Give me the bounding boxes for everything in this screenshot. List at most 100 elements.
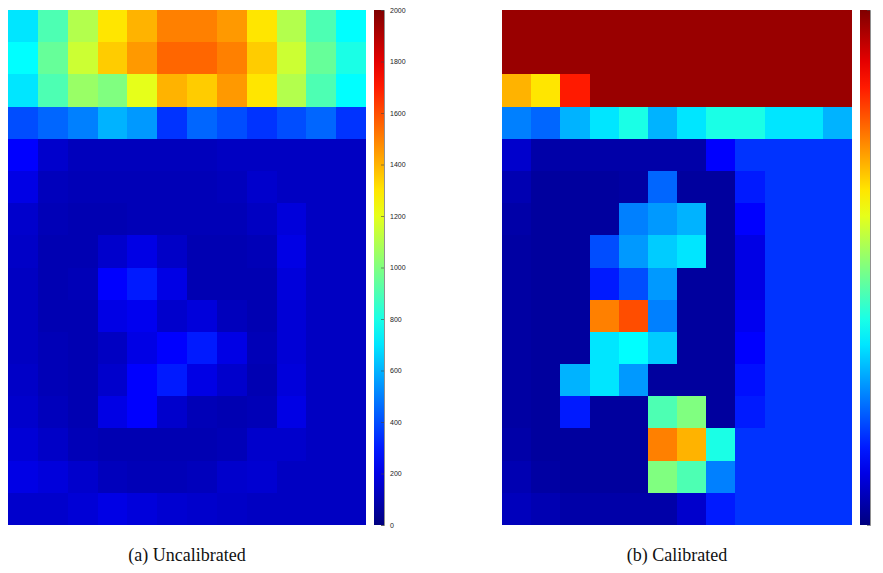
cell	[247, 107, 277, 140]
cell	[706, 428, 736, 461]
cell	[706, 107, 736, 140]
cell	[277, 171, 307, 204]
cell	[590, 428, 620, 461]
colorbar-axis-line	[381, 11, 385, 526]
tick-mark	[381, 319, 384, 320]
cell	[247, 235, 277, 268]
cell	[706, 300, 736, 333]
cell	[823, 493, 852, 525]
cell	[8, 107, 38, 140]
cell	[8, 396, 38, 429]
cell	[560, 74, 590, 107]
cell	[619, 42, 649, 75]
tick-label: 1400	[390, 161, 406, 168]
cell	[765, 171, 795, 204]
cell	[502, 107, 532, 140]
cell	[619, 203, 649, 236]
cell	[619, 364, 649, 397]
cell	[590, 300, 620, 333]
cell	[98, 42, 128, 75]
cell	[735, 10, 765, 43]
cell	[336, 493, 366, 525]
cell	[336, 461, 366, 494]
tick: 2000	[381, 7, 406, 14]
cell	[68, 493, 98, 525]
cell	[648, 139, 678, 172]
tick-label: 1200	[390, 213, 406, 220]
cell	[590, 268, 620, 301]
cell	[590, 10, 620, 43]
cell	[648, 428, 678, 461]
cell	[157, 203, 187, 236]
cell	[98, 461, 128, 494]
cell	[8, 74, 38, 107]
cell	[677, 203, 707, 236]
cell	[677, 74, 707, 107]
cell	[187, 364, 217, 397]
cell	[38, 332, 68, 365]
cell	[306, 396, 336, 429]
cell	[98, 10, 128, 43]
cell	[823, 268, 852, 301]
cell	[277, 203, 307, 236]
cell	[560, 171, 590, 204]
cell	[765, 139, 795, 172]
cell	[531, 203, 561, 236]
cell	[735, 268, 765, 301]
cell	[157, 461, 187, 494]
cell	[590, 493, 620, 525]
cell	[502, 364, 532, 397]
cell	[619, 461, 649, 494]
cell	[336, 42, 366, 75]
cell	[8, 493, 38, 525]
cell	[531, 300, 561, 333]
cell	[187, 396, 217, 429]
cell	[648, 461, 678, 494]
cell	[560, 203, 590, 236]
panel: (b) Calibrated	[502, 10, 871, 566]
cell	[68, 171, 98, 204]
cell	[127, 139, 157, 172]
cell	[306, 364, 336, 397]
cell	[502, 332, 532, 365]
cell	[619, 235, 649, 268]
cell	[735, 203, 765, 236]
cell	[306, 74, 336, 107]
cell	[619, 10, 649, 43]
cell	[590, 203, 620, 236]
tick-mark	[381, 165, 384, 166]
cell	[560, 42, 590, 75]
cell	[336, 107, 366, 140]
cell	[306, 332, 336, 365]
cell	[38, 139, 68, 172]
cell	[68, 396, 98, 429]
cell	[247, 74, 277, 107]
cell	[187, 10, 217, 43]
cell	[98, 107, 128, 140]
heatmap-cells	[8, 10, 366, 525]
colorbar-axis	[867, 11, 871, 526]
cell	[306, 300, 336, 333]
cell	[217, 268, 247, 301]
cell	[247, 396, 277, 429]
cell	[277, 396, 307, 429]
cell	[794, 171, 824, 204]
cell	[98, 396, 128, 429]
tick: 0	[381, 522, 394, 529]
cell	[531, 461, 561, 494]
cell	[127, 300, 157, 333]
cell	[247, 493, 277, 525]
cell	[502, 461, 532, 494]
cell	[68, 461, 98, 494]
cell	[157, 332, 187, 365]
cell	[531, 235, 561, 268]
cell	[531, 10, 561, 43]
cell	[68, 300, 98, 333]
tick: 1600	[381, 110, 406, 117]
cell	[648, 235, 678, 268]
cell	[502, 42, 532, 75]
cell	[247, 203, 277, 236]
cell	[735, 74, 765, 107]
cell	[794, 139, 824, 172]
cell	[306, 461, 336, 494]
